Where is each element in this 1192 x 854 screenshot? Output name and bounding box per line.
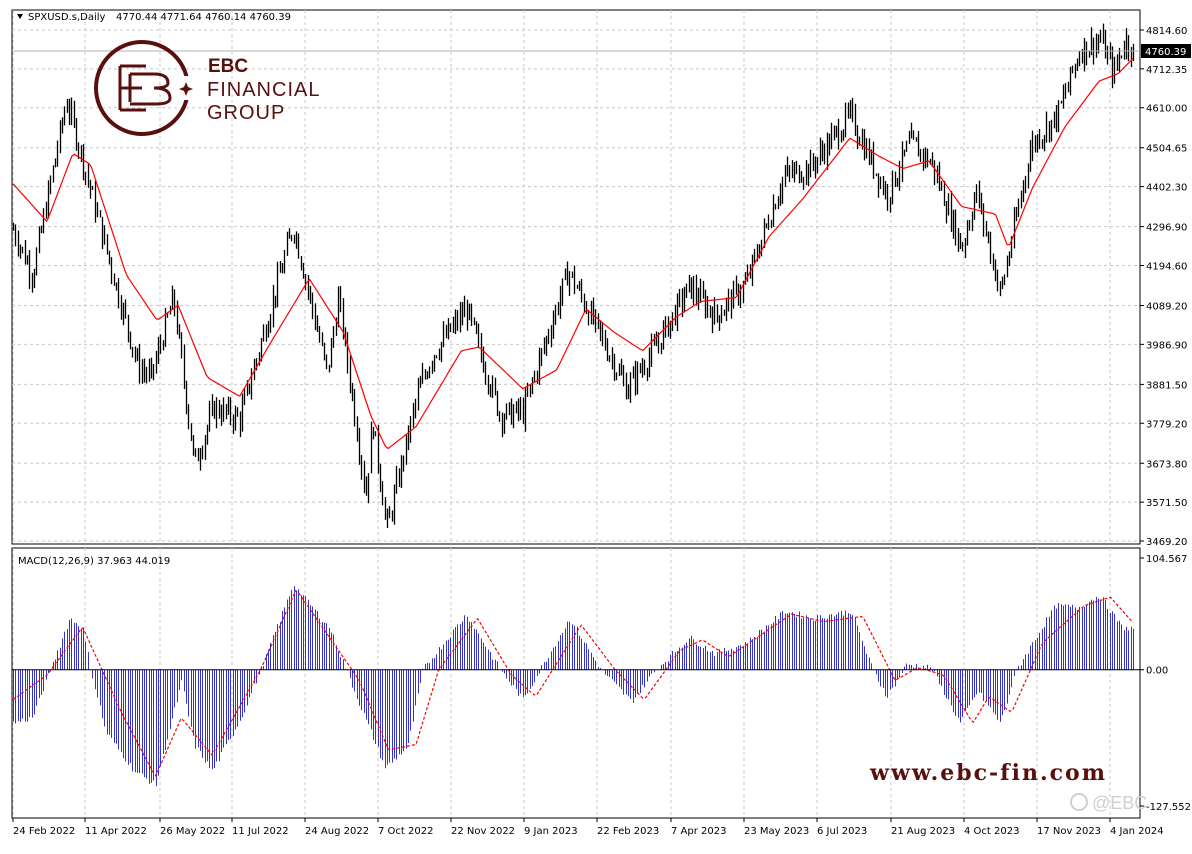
price-tick-label: 4814.60 [1146,26,1187,37]
time-tick-label: 4 Jan 2024 [1110,826,1164,837]
time-tick-label: 7 Oct 2022 [378,826,433,837]
brand-line2: GROUP [207,102,285,124]
time-tick-label: 17 Nov 2023 [1037,826,1101,837]
price-tick-label: 4504.65 [1146,144,1187,155]
time-tick-label: 11 Apr 2022 [85,826,147,837]
ebc-logo: EBC FINANCIAL GROUP [94,40,320,136]
wechat-icon [1070,793,1088,811]
wechat-watermark: @EBC [1070,793,1147,813]
ohlc-readout: 4770.44 4771.64 4760.14 4760.39 [116,12,291,23]
time-tick-label: 11 Jul 2022 [232,826,289,837]
logo-monogram-icon [118,64,172,112]
chevron-down-icon[interactable] [17,14,23,19]
price-tick-label: 3673.80 [1146,459,1187,470]
macd-axis: 104.567 0.00 -127.552 [12,554,1191,813]
price-pane-frame [11,9,1141,545]
time-tick-label: 23 May 2023 [744,826,809,837]
price-tick-label: 4296.90 [1146,223,1187,234]
price-tick-label: 4402.30 [1146,183,1187,194]
website-watermark: www.ebc-fin.com [869,760,1107,786]
time-tick-label: 21 Aug 2023 [891,826,955,837]
time-axis: 24 Feb 2022 11 Apr 2022 26 May 2022 11 Jul … [12,818,1164,837]
price-tick-label: 3986.90 [1146,340,1187,351]
time-tick-label: 22 Nov 2022 [451,826,515,837]
brand-line1: FINANCIAL [207,79,320,101]
price-tick-label: 4610.00 [1146,104,1187,115]
macd-tick-label: -127.552 [1146,802,1191,813]
time-tick-label: 24 Aug 2022 [305,826,369,837]
price-tick-label: 4712.35 [1146,65,1187,76]
moving-average [12,57,1134,450]
price-tick-label: 3469.20 [1146,537,1187,548]
time-tick-label: 24 Feb 2022 [13,826,75,837]
time-tick-label: 26 May 2022 [160,826,225,837]
ma-line [12,57,1134,450]
time-tick-label: 22 Feb 2023 [597,826,659,837]
time-tick-label: 4 Oct 2023 [964,826,1019,837]
price-tick-label: 4194.60 [1146,261,1187,272]
last-price-tag [1141,44,1191,58]
logo-star-icon [179,82,193,96]
price-candles [12,23,1135,529]
price-tick-label: 3571.50 [1146,498,1187,509]
macd-title: MACD(12,26,9) 37.963 44.019 [18,556,170,567]
macd-signal [12,589,1134,777]
symbol-label: SPXUSD.s,Daily [28,12,106,23]
price-tick-label: 4089.20 [1146,302,1187,313]
price-axis: 4814.60 4712.35 4610.00 4504.65 4402.30 4296.… [1140,26,1187,548]
brand-name: EBC [208,56,248,77]
signal-line [12,589,1134,777]
wechat-handle: @EBC [1092,793,1147,813]
last-price-tag-text: 4760.39 [1145,47,1186,58]
time-tick-label: 9 Jan 2023 [524,826,578,837]
price-tick-label: 3779.20 [1146,419,1187,430]
time-tick-label: 6 Jul 2023 [817,826,867,837]
macd-tick-label: 0.00 [1146,666,1168,677]
time-tick-label: 7 Apr 2023 [671,826,726,837]
price-tick-label: 3881.50 [1146,380,1187,391]
macd-tick-label: 104.567 [1146,554,1187,565]
